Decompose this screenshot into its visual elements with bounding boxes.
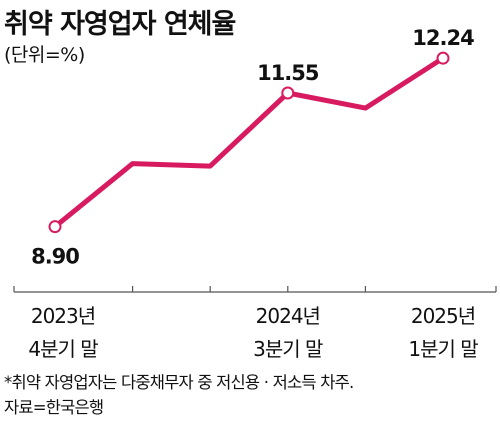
footnote: *취약 자영업자는 다중채무자 중 저신용 · 저소득 차주. 자료=한국은행: [4, 370, 354, 420]
x-tick-label-quarter: 4분기 말: [28, 337, 98, 361]
x-tick-label-year: 2025년: [411, 304, 475, 328]
footnote-definition: *취약 자영업자는 다중채무자 중 저신용 · 저소득 차주.: [4, 373, 354, 392]
data-label: 8.90: [31, 245, 79, 269]
x-tick-label-year: 2023년: [31, 304, 95, 328]
data-point: [281, 86, 295, 100]
x-tick-label-quarter: 3분기 말: [253, 337, 323, 361]
data-point: [48, 220, 62, 234]
series-line: [52, 55, 446, 230]
data-label: 12.24: [412, 26, 474, 50]
footnote-source: 자료=한국은행: [4, 398, 104, 417]
chart-title: 취약 자영업자 연체율: [4, 9, 236, 40]
data-label: 11.55: [257, 61, 319, 85]
data-point: [436, 51, 450, 65]
x-tick-label-year: 2024년: [256, 304, 320, 328]
x-tick-label-quarter: 1분기 말: [408, 337, 478, 361]
line-chart: 8.90 11.55 12.24 2023년 4분기 말 2024년 3분기 말 2025년 1…: [13, 26, 497, 361]
unit-label: (단위=%): [4, 44, 85, 66]
